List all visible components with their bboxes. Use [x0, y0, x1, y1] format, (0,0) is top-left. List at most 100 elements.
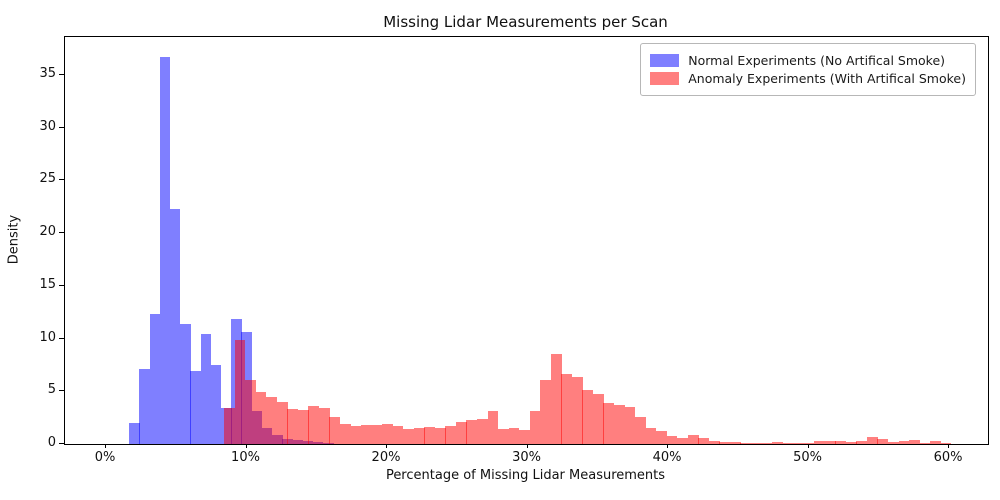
plot-area	[64, 36, 989, 445]
x-tick-mark	[105, 444, 106, 448]
legend-item: Normal Experiments (No Artifical Smoke)	[650, 53, 966, 68]
histogram-bar	[476, 418, 488, 444]
x-tick-label: 20%	[371, 450, 401, 465]
histogram-bar	[856, 440, 868, 444]
x-tick-mark	[386, 444, 387, 448]
histogram-bar	[803, 443, 815, 444]
histogram-bar	[613, 404, 625, 444]
histogram-bar	[190, 371, 201, 444]
histogram-bar	[371, 425, 383, 444]
histogram-bar	[487, 411, 499, 444]
histogram-bar	[635, 416, 646, 444]
histogram-bar	[339, 423, 351, 444]
histogram-bar	[159, 57, 171, 444]
histogram-bar	[666, 436, 678, 444]
histogram-bar	[845, 442, 857, 444]
histogram-bar	[276, 401, 288, 444]
histogram-bar	[455, 421, 467, 444]
histogram-bar	[308, 406, 320, 444]
histogram-bar	[529, 411, 541, 444]
histogram-bar	[782, 442, 794, 444]
histogram-bar	[866, 437, 878, 444]
histogram-bar	[297, 410, 309, 444]
histogram-bar	[909, 440, 920, 444]
x-tick-mark	[807, 444, 809, 448]
histogram-bar	[677, 437, 689, 444]
y-axis-label: Density	[6, 214, 22, 265]
histogram-bar	[180, 323, 191, 444]
histogram-bar	[540, 379, 552, 444]
x-tick-label: 30%	[512, 450, 542, 465]
x-tick-label: 10%	[231, 450, 260, 465]
histogram-bar	[200, 334, 212, 444]
histogram-bar	[350, 426, 362, 444]
histogram-bar	[255, 392, 267, 444]
histogram-bar	[919, 442, 931, 444]
histogram-bar	[424, 427, 436, 444]
y-tick-label: 20	[39, 224, 56, 240]
histogram-bar	[603, 402, 615, 444]
histogram-bar	[434, 428, 446, 444]
y-tick-mark	[59, 232, 64, 234]
y-tick-mark	[59, 443, 64, 444]
histogram-bar	[498, 429, 509, 444]
histogram-bar	[413, 428, 425, 444]
histogram-bar	[224, 408, 235, 444]
histogram-bar	[234, 339, 246, 444]
histogram-bar	[592, 394, 604, 444]
x-tick-mark	[948, 444, 950, 448]
histogram-bar	[719, 442, 731, 444]
histogram-bar	[361, 425, 372, 444]
y-tick-label: 30	[39, 118, 56, 134]
histogram-bar	[824, 440, 836, 444]
histogram-bar	[793, 443, 804, 444]
histogram-bar	[656, 431, 667, 444]
y-tick-mark	[59, 126, 64, 128]
x-tick-mark	[667, 444, 669, 448]
legend-item: Anomaly Experiments (With Artifical Smok…	[650, 71, 966, 86]
histogram-bar	[561, 374, 573, 444]
y-tick-mark	[59, 390, 64, 392]
y-tick-label: 35	[39, 66, 56, 81]
histogram-bar	[582, 390, 594, 444]
histogram-bar	[877, 438, 889, 444]
y-tick-mark	[59, 337, 64, 339]
histogram-bar	[139, 369, 150, 444]
histogram-bar	[687, 434, 699, 444]
legend-box: Normal Experiments (No Artifical Smoke) A…	[640, 43, 976, 96]
x-tick-label: 40%	[652, 450, 682, 465]
histogram-bar	[403, 429, 415, 444]
y-tick-mark	[59, 74, 64, 75]
chart-title: Missing Lidar Measurements per Scan	[383, 13, 668, 31]
y-tick-label: 0	[47, 435, 56, 450]
histogram-bar	[445, 426, 457, 444]
histogram-bar	[571, 376, 583, 444]
histogram-bar	[382, 423, 393, 444]
histogram-bar	[645, 428, 657, 444]
histogram-bar	[266, 396, 278, 444]
histogram-bar	[392, 426, 404, 444]
legend-swatch	[650, 72, 680, 85]
x-tick-mark	[245, 444, 247, 448]
histogram-bar	[318, 408, 330, 444]
histogram-bar	[708, 440, 720, 444]
histogram-bar	[835, 441, 847, 444]
y-tick-label: 25	[39, 171, 56, 187]
x-tick-mark	[526, 444, 528, 448]
histogram-bar	[519, 430, 530, 444]
histogram-bar	[761, 442, 773, 444]
legend-label: Anomaly Experiments (With Artifical Smok…	[688, 71, 966, 86]
x-tick-label: 0%	[94, 450, 116, 465]
histogram-bar	[729, 441, 741, 444]
x-axis-label: Percentage of Missing Lidar Measurements	[385, 468, 666, 483]
histogram-bar	[772, 441, 783, 444]
y-tick-label: 10	[39, 329, 56, 345]
histogram-bar	[698, 438, 710, 444]
histogram-bar	[210, 364, 222, 444]
histogram-bar	[466, 419, 478, 444]
legend-label: Normal Experiments (No Artifical Smoke)	[688, 53, 946, 68]
y-tick-mark	[59, 284, 64, 286]
x-tick-label: 50%	[793, 450, 823, 465]
histogram-bar	[245, 379, 256, 444]
